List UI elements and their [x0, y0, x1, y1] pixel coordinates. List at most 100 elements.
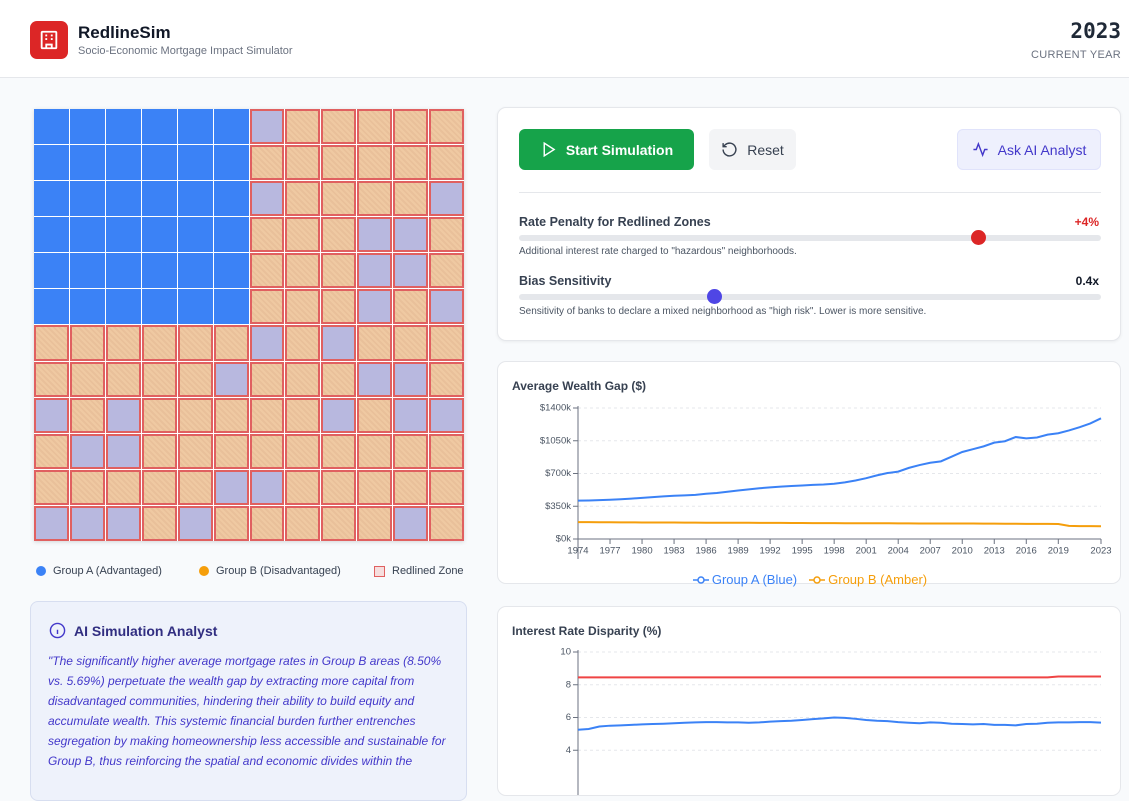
- map-cell: [34, 253, 69, 289]
- map-cell: [249, 253, 285, 289]
- map-cell: [213, 361, 249, 397]
- map-cell: [429, 469, 464, 505]
- map-cell: [321, 361, 357, 397]
- legend-item: Group B (Disadvantaged): [199, 565, 341, 577]
- legend-swatch: [692, 575, 709, 584]
- x-tick-label: 1986: [696, 546, 717, 557]
- map-cell: [249, 397, 285, 433]
- map-cell: [69, 181, 105, 217]
- map-cell: [393, 145, 429, 181]
- legend-label: Group A (Blue): [711, 572, 798, 587]
- legend-item[interactable]: Group B (Amber): [809, 572, 927, 587]
- x-tick-label: 2010: [952, 546, 973, 557]
- map-cell: [213, 109, 249, 145]
- map-cell: [34, 181, 69, 217]
- legend-item[interactable]: Group A (Blue): [692, 572, 798, 587]
- slider-track[interactable]: [519, 289, 1101, 304]
- x-tick-label: 2013: [984, 546, 1005, 557]
- x-tick-label: 1980: [631, 546, 652, 557]
- map-cell: [177, 433, 213, 469]
- map-cell: [429, 505, 464, 541]
- x-tick-label: 1989: [728, 546, 749, 557]
- map-cell: [285, 361, 321, 397]
- y-tick-label: $1400k: [540, 403, 571, 414]
- map-cell: [213, 433, 249, 469]
- chart-title: Average Wealth Gap ($): [512, 379, 647, 393]
- map-cell: [34, 109, 69, 145]
- slider-thumb[interactable]: [707, 289, 723, 304]
- x-tick-label: 1992: [760, 546, 781, 557]
- map-cell: [105, 325, 141, 361]
- map-cell: [105, 433, 141, 469]
- map-cell: [177, 109, 213, 145]
- map-cell: [321, 109, 357, 145]
- y-tick-label: $1050k: [540, 435, 571, 446]
- map-cell: [321, 289, 357, 325]
- map-cell: [69, 397, 105, 433]
- map-cell: [357, 253, 393, 289]
- map-cell: [393, 289, 429, 325]
- map-cell: [105, 253, 141, 289]
- series-line: [578, 675, 1101, 679]
- map-cell: [393, 181, 429, 217]
- start-button[interactable]: Start Simulation: [519, 129, 694, 170]
- slider-value: 0.4x: [1075, 274, 1099, 288]
- map-cell: [213, 253, 249, 289]
- legend-swatch: [809, 575, 826, 584]
- slider-thumb[interactable]: [970, 230, 986, 245]
- map-cell: [34, 361, 69, 397]
- map-cell: [213, 181, 249, 217]
- map-cell: [249, 289, 285, 325]
- button-label: Start Simulation: [565, 141, 674, 158]
- ask-ai-button[interactable]: Ask AI Analyst: [957, 129, 1101, 170]
- map-cell: [141, 217, 177, 253]
- x-tick-label: 1995: [792, 546, 813, 557]
- map-cell: [393, 217, 429, 253]
- map-cell: [105, 361, 141, 397]
- rate-chart-card: Interest Rate Disparity (%) 4 6 8 10: [497, 606, 1121, 796]
- wealth-chart-card: Average Wealth Gap ($) $0k $350k $700k $105…: [497, 361, 1121, 587]
- map-cell: [34, 325, 69, 361]
- chart-title: Interest Rate Disparity (%): [512, 624, 662, 638]
- button-label: Reset: [747, 141, 784, 158]
- map-cell: [177, 253, 213, 289]
- map-cell: [321, 145, 357, 181]
- map-cell: [177, 505, 213, 541]
- reset-button[interactable]: Reset: [709, 129, 796, 170]
- x-tick-label: 1974: [567, 546, 588, 557]
- legend-label: Group B (Amber): [828, 572, 928, 587]
- logo: [30, 21, 68, 59]
- map-cell: [429, 397, 464, 433]
- slider-description: Additional interest rate charged to "haz…: [519, 246, 797, 257]
- y-tick-label: 10: [560, 647, 571, 658]
- map-cell: [141, 181, 177, 217]
- map-cell: [393, 253, 429, 289]
- map-cell: [285, 109, 321, 145]
- analyst-panel: AI Simulation Analyst "The significantly…: [30, 601, 467, 801]
- map-cell: [69, 217, 105, 253]
- map-cell: [177, 217, 213, 253]
- map-cell: [213, 289, 249, 325]
- map-cell: [105, 505, 141, 541]
- map-cell: [429, 217, 464, 253]
- map-cell: [285, 433, 321, 469]
- map-cell: [429, 325, 464, 361]
- map-cell: [34, 397, 69, 433]
- legend-swatch: [199, 566, 209, 576]
- y-tick-label: $350k: [545, 501, 571, 512]
- map-cell: [177, 361, 213, 397]
- map-cell: [213, 397, 249, 433]
- map-cell: [141, 325, 177, 361]
- map-cell: [429, 253, 464, 289]
- map-cell: [393, 433, 429, 469]
- slider-track[interactable]: [519, 230, 1101, 245]
- y-tick-label: $0k: [556, 534, 572, 545]
- map-cell: [105, 145, 141, 181]
- map-cell: [69, 433, 105, 469]
- analyst-title-text: AI Simulation Analyst: [74, 622, 218, 639]
- play-icon: [543, 141, 556, 158]
- y-tick-label: $700k: [545, 468, 571, 479]
- map-cell: [321, 325, 357, 361]
- chart: 4 6 8 10: [560, 647, 1102, 795]
- x-tick-label: 2004: [888, 546, 909, 557]
